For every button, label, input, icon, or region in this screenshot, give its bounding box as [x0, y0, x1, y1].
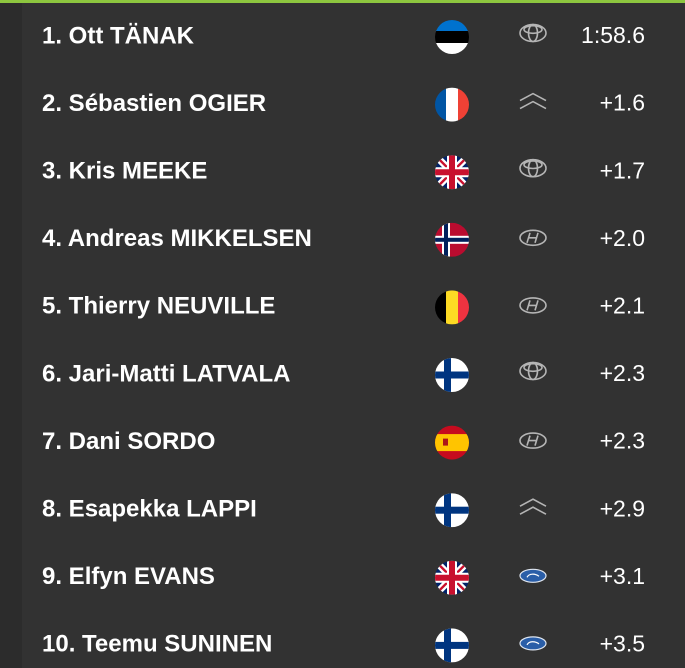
driver-name: 7. Dani SORDO [42, 428, 215, 455]
team-logo [519, 92, 547, 110]
time: +3.5 [600, 630, 645, 656]
time: +3.1 [600, 563, 645, 589]
row: 8. Esapekka LAPPI +2.9 [42, 493, 645, 527]
team-logo [519, 636, 547, 651]
row: 9. Elfyn EVANS +3.1 [42, 561, 645, 595]
driver-name: 2. Sébastien OGIER [42, 90, 266, 117]
flag [435, 561, 469, 595]
flag [435, 426, 469, 460]
time: +2.0 [600, 225, 645, 251]
row: 7. Dani SORDO +2.3 [42, 426, 645, 460]
team-logo [519, 568, 547, 583]
driver-name: 5. Thierry NEUVILLE [42, 293, 275, 320]
time: 1:58.6 [581, 22, 645, 48]
driver-name: 10. Teemu SUNINEN [42, 631, 272, 658]
flag [435, 358, 469, 392]
flag [435, 20, 469, 55]
team-logo [519, 361, 547, 381]
driver-name: 3. Kris MEEKE [42, 158, 207, 185]
time: +1.7 [600, 157, 645, 183]
driver-name: 6. Jari-Matti LATVALA [42, 360, 290, 387]
flag [435, 155, 469, 189]
flag [435, 223, 469, 257]
time: +2.9 [600, 495, 645, 521]
row: 6. Jari-Matti LATVALA +2.3 [42, 358, 645, 392]
flag [435, 493, 469, 527]
flag [435, 290, 470, 324]
time: +1.6 [600, 90, 645, 116]
team-logo [519, 498, 547, 516]
driver-name: 4. Andreas MIKKELSEN [42, 225, 312, 252]
driver-name: 8. Esapekka LAPPI [42, 496, 257, 523]
left-gutter [0, 3, 22, 668]
team-logo [519, 432, 547, 449]
flag [435, 628, 469, 662]
row: 4. Andreas MIKKELSEN +2.0 [42, 223, 645, 257]
team-logo [519, 229, 547, 247]
team-logo [519, 297, 547, 314]
rows: 1. Ott TÄNAK 1:58.6 2. Sébastien OGIER +1.… [42, 20, 645, 662]
team-logo [519, 23, 547, 43]
time: +2.3 [600, 428, 645, 454]
time: +2.3 [600, 360, 645, 386]
row: 10. Teemu SUNINEN +3.5 [42, 628, 645, 662]
row: 1. Ott TÄNAK 1:58.6 [42, 20, 645, 55]
row: 2. Sébastien OGIER +1.6 [42, 88, 645, 122]
row: 3. Kris MEEKE +1.7 [42, 155, 645, 189]
time: +2.1 [600, 292, 645, 318]
top-accent [0, 0, 685, 3]
driver-name: 9. Elfyn EVANS [42, 563, 215, 590]
driver-name: 1. Ott TÄNAK [42, 22, 195, 49]
row: 5. Thierry NEUVILLE +2.1 [42, 290, 645, 324]
team-logo [519, 158, 547, 178]
flag [435, 88, 470, 122]
